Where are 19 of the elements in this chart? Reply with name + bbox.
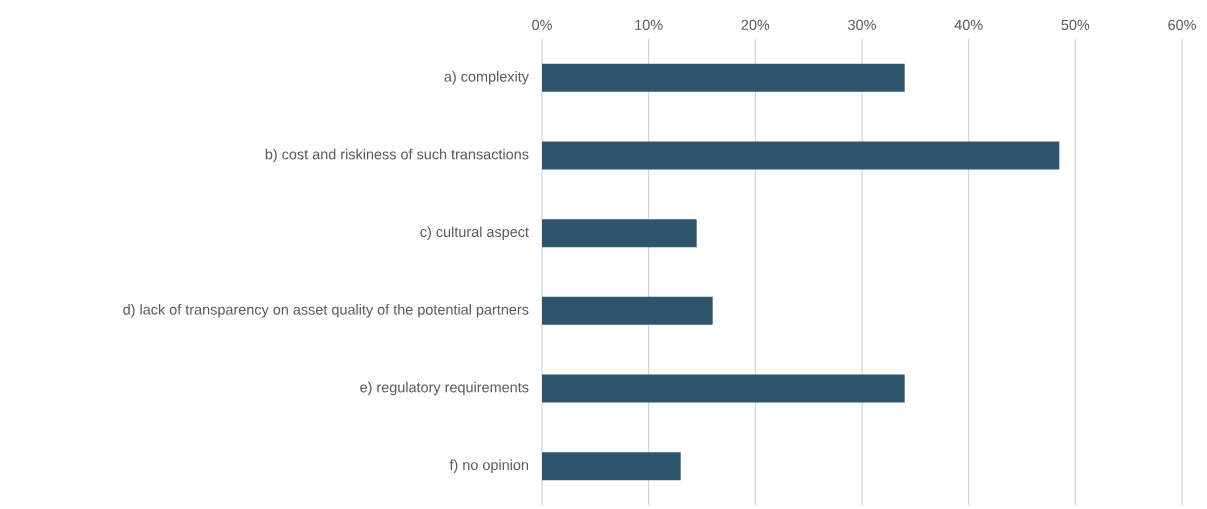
x-tick-label: 0% bbox=[532, 19, 552, 30]
y-tick-label: f) no opinion bbox=[449, 459, 529, 473]
bar bbox=[542, 63, 905, 92]
y-tick-label: a) complexity bbox=[444, 71, 529, 85]
y-tick-label: c) cultural aspect bbox=[420, 226, 529, 240]
x-tick-label: 30% bbox=[848, 19, 876, 30]
bar bbox=[542, 374, 905, 403]
bar bbox=[542, 296, 713, 325]
x-tick-label: 50% bbox=[1061, 19, 1090, 30]
bar bbox=[542, 141, 1060, 170]
y-tick-label: e) regulatory requirements bbox=[360, 381, 529, 396]
bar bbox=[542, 452, 681, 481]
x-tick-label: 40% bbox=[954, 19, 983, 30]
x-tick-label: 60% bbox=[1168, 19, 1196, 30]
bar bbox=[542, 219, 697, 248]
x-tick-label: 10% bbox=[635, 19, 663, 30]
y-tick-label: d) lack of transparency on asset quality of the potential partners bbox=[123, 304, 529, 318]
x-tick-label: 20% bbox=[741, 19, 770, 30]
y-tick-label: b) cost and riskiness of such transactions bbox=[265, 148, 529, 163]
